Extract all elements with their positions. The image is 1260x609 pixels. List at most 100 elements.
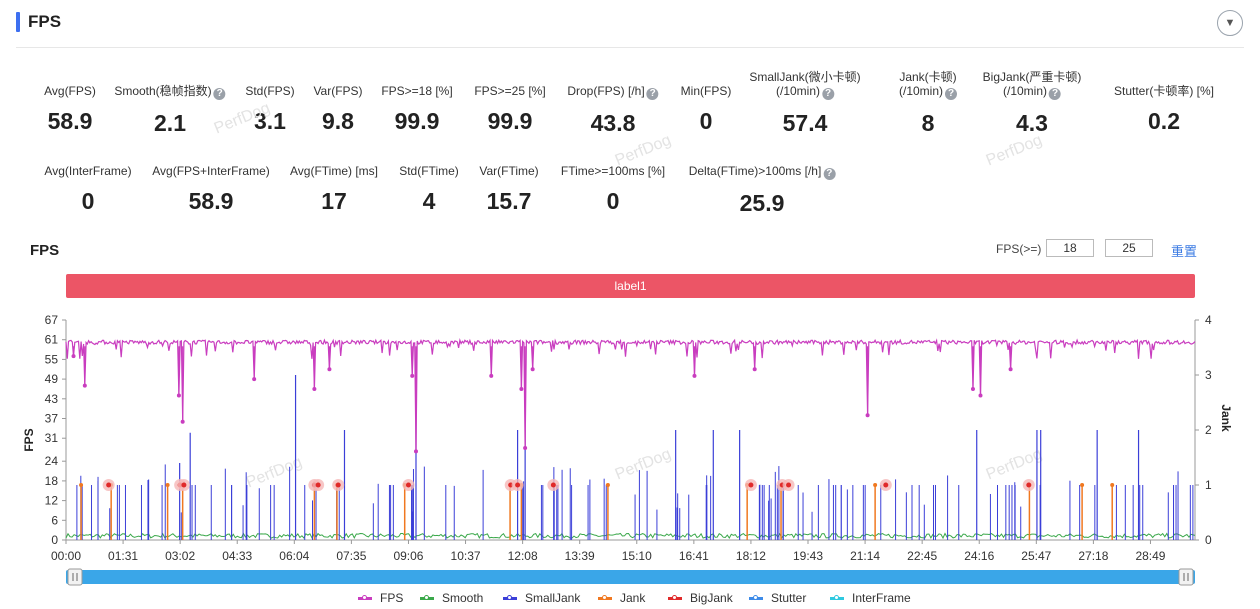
r1-stat-3: Var(FPS) 9.8 — [313, 84, 362, 135]
x-tick-label: 13:39 — [565, 549, 595, 563]
stat-value: 17 — [321, 188, 347, 214]
stat-label: FPS>=25 [%] — [474, 84, 546, 98]
help-icon[interactable]: ? — [213, 88, 226, 100]
legend-item-bigjank[interactable]: BigJank — [668, 591, 733, 605]
y2-tick-label: 4 — [1205, 313, 1212, 327]
stat-value: 2.1 — [154, 110, 186, 136]
help-icon[interactable]: ? — [945, 88, 958, 100]
x-tick-label: 10:37 — [451, 549, 481, 563]
y-tick-label: 55 — [45, 352, 59, 366]
fps-dip-point — [865, 413, 870, 418]
r1-stat-4: FPS>=18 [%] 99.9 — [381, 84, 452, 135]
r1-stat-7: Min(FPS) 0 — [681, 84, 732, 135]
stat-value: 57.4 — [782, 110, 828, 136]
bigjank-point — [748, 482, 754, 488]
stat-value: 0 — [81, 188, 95, 214]
legend-item-jank[interactable]: Jank — [598, 591, 645, 605]
stat-label: Std(FTime) — [399, 164, 459, 178]
bigjank-point — [315, 482, 321, 488]
fps-dip-point — [752, 367, 757, 372]
help-icon[interactable]: ? — [823, 168, 836, 180]
r2-stat-2: Avg(FTime) [ms] 17 — [290, 164, 378, 215]
bigjank-point — [181, 482, 187, 488]
y-tick-label: 43 — [45, 392, 59, 406]
help-icon[interactable]: ? — [1049, 88, 1061, 100]
jank-point — [165, 483, 170, 487]
r2-stat-1: Avg(FPS+InterFrame) 58.9 — [152, 164, 269, 215]
legend-item-smooth[interactable]: Smooth — [420, 591, 483, 605]
stat-value: 0 — [606, 188, 620, 214]
threshold-input-1[interactable]: 18 — [1046, 239, 1094, 257]
r2-stat-5: FTime>=100ms [%] 0 — [561, 164, 665, 215]
y2-tick-label: 2 — [1205, 423, 1212, 437]
bigjank-point — [1026, 482, 1032, 488]
legend-swatch — [668, 594, 682, 600]
range-slider-right-handle[interactable] — [1178, 568, 1194, 586]
y-tick-label: 67 — [45, 313, 59, 327]
x-tick-label: 21:14 — [850, 549, 880, 563]
y-tick-label: 31 — [45, 431, 59, 445]
fps-dip-point — [530, 367, 535, 372]
legend-label: Stutter — [771, 591, 807, 605]
legend-item-stutter[interactable]: Stutter — [749, 591, 806, 605]
help-icon[interactable]: ? — [822, 88, 835, 100]
x-tick-label: 04:33 — [222, 549, 252, 563]
stat-value: 99.9 — [394, 108, 440, 134]
fps-dip-point — [523, 446, 528, 451]
legend-label: Smooth — [442, 591, 484, 605]
reset-link[interactable]: 重置 — [1171, 244, 1198, 259]
legend-item-fps[interactable]: FPS — [358, 591, 403, 605]
r1-stat-2: Std(FPS) 3.1 — [245, 84, 294, 135]
y-tick-label: 0 — [51, 533, 58, 547]
bigjank-point — [106, 482, 112, 488]
stat-value: 58.9 — [188, 188, 234, 214]
y-tick-label: 61 — [45, 333, 59, 347]
x-tick-label: 12:08 — [508, 549, 538, 563]
x-tick-label: 22:45 — [907, 549, 937, 563]
y2-axis-label: Jank — [1219, 404, 1233, 432]
stat-value: 99.9 — [487, 108, 533, 134]
range-slider-left-handle[interactable] — [67, 568, 83, 586]
stat-value: 15.7 — [486, 188, 532, 214]
legend-item-smalljank[interactable]: SmallJank — [503, 591, 580, 605]
y-tick-label: 49 — [45, 372, 59, 386]
x-tick-label: 19:43 — [793, 549, 823, 563]
fps-dip-point — [978, 393, 983, 398]
range-slider-track[interactable] — [66, 570, 1195, 584]
legend-swatch — [358, 594, 372, 600]
r2-stat-3: Std(FTime) 4 — [399, 164, 459, 215]
legend-item-interframe[interactable]: InterFrame — [830, 591, 911, 605]
fps-dip-point — [71, 354, 76, 359]
x-tick-label: 27:18 — [1078, 549, 1108, 563]
stat-value: 8 — [921, 110, 935, 136]
bigjank-point — [405, 482, 411, 488]
title-accent-bar — [16, 12, 20, 32]
chevron-down-icon[interactable]: ▼ — [1217, 10, 1243, 36]
r1-stat-11: Stutter(卡顿率) [%] 0.2 — [1114, 84, 1214, 135]
fps-dip-point — [252, 377, 257, 382]
label-band[interactable]: label1 — [66, 274, 1195, 298]
jank-point — [605, 483, 610, 487]
stat-label: BigJank(严重卡顿) — [982, 70, 1082, 84]
x-tick-label: 28:49 — [1135, 549, 1165, 563]
threshold-input-2[interactable]: 25 — [1105, 239, 1153, 257]
legend-label: BigJank — [690, 591, 733, 605]
stat-label: Min(FPS) — [680, 84, 732, 98]
stat-label: Drop(FPS) [/h]? — [567, 84, 659, 100]
r1-stat-5: FPS>=25 [%] 99.9 — [474, 84, 545, 135]
r1-stat-9: Jank(卡顿) (/10min)? 8 — [899, 70, 958, 137]
stat-value: 4.3 — [1016, 110, 1048, 136]
panel-title: FPS — [28, 12, 62, 31]
legend-swatch — [503, 594, 517, 600]
help-icon[interactable]: ? — [646, 88, 659, 100]
y-axis-label: FPS — [22, 428, 36, 451]
r1-stat-10: BigJank(严重卡顿) (/10min)? 4.3 — [983, 70, 1082, 137]
legend-swatch — [830, 594, 844, 600]
stat-label: Avg(FTime) [ms] — [289, 164, 379, 178]
legend-label: SmallJank — [525, 591, 581, 605]
stat-label: Var(FTime) — [479, 164, 539, 178]
stat-label: Var(FPS) — [313, 84, 363, 98]
r1-stat-0: Avg(FPS) 58.9 — [44, 84, 96, 135]
fps-dip-point — [176, 393, 181, 398]
